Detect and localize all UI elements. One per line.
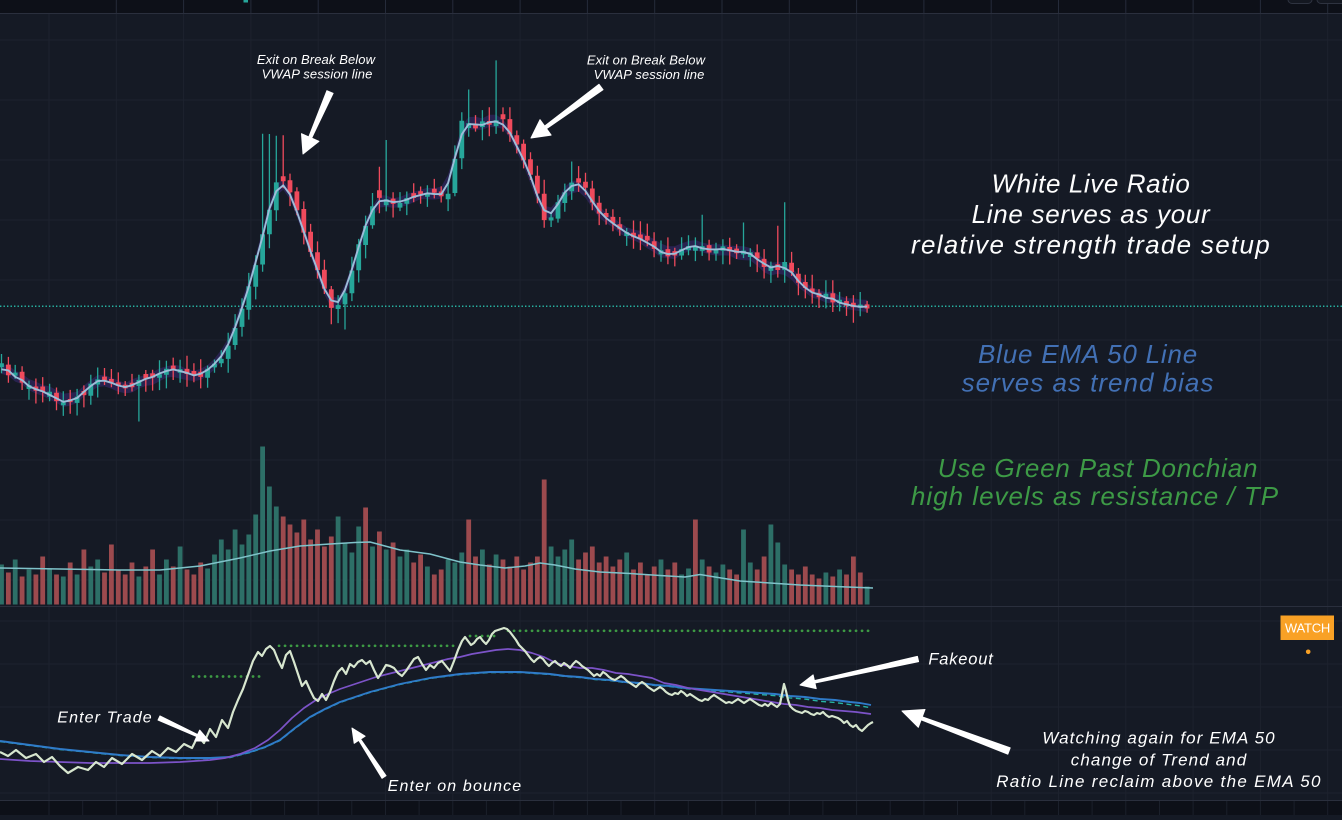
svg-text:Use Green Past Donchian: Use Green Past Donchian [938, 453, 1258, 483]
svg-text:Enter on bounce: Enter on bounce [388, 778, 523, 795]
svg-text:Enter Trade: Enter Trade [57, 710, 152, 727]
svg-text:high levels as resistance / TP: high levels as resistance / TP [911, 481, 1279, 511]
svg-text:VWAP session line: VWAP session line [262, 67, 373, 82]
svg-text:WATCH: WATCH [1285, 621, 1330, 636]
svg-text:VWAP session line: VWAP session line [594, 67, 705, 82]
svg-text:change of Trend and: change of Trend and [1071, 750, 1248, 769]
svg-text:Ratio Line reclaim above the E: Ratio Line reclaim above the EMA 50 [996, 772, 1322, 791]
svg-text:relative strength trade setup: relative strength trade setup [911, 230, 1271, 260]
svg-text:Watching again for EMA 50: Watching again for EMA 50 [1042, 729, 1276, 748]
svg-text:White Live Ratio: White Live Ratio [992, 169, 1191, 199]
svg-text:Exit on Break Below: Exit on Break Below [587, 53, 707, 68]
svg-text:Blue EMA 50 Line: Blue EMA 50 Line [978, 339, 1198, 369]
svg-text:Fakeout: Fakeout [928, 651, 994, 669]
svg-text:serves as trend bias: serves as trend bias [962, 368, 1215, 398]
svg-text:Exit on Break Below: Exit on Break Below [257, 52, 377, 67]
svg-text:Line serves as your: Line serves as your [972, 199, 1211, 229]
